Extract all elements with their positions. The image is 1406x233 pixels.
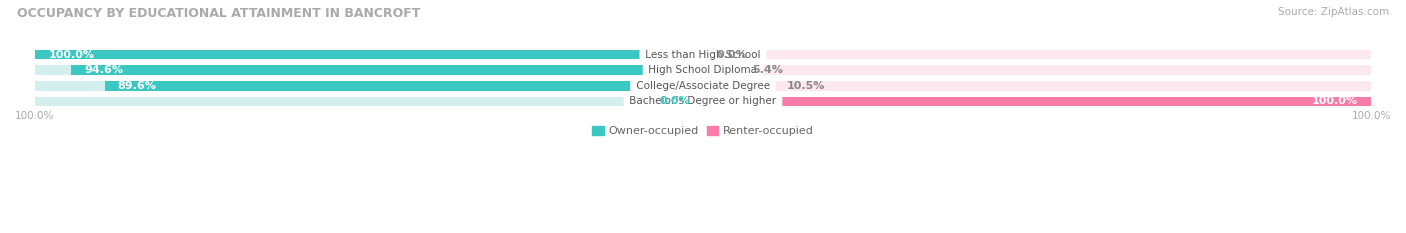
Bar <box>703 65 1371 75</box>
Text: 89.6%: 89.6% <box>118 81 156 91</box>
Text: 100.0%: 100.0% <box>48 50 94 60</box>
Legend: Owner-occupied, Renter-occupied: Owner-occupied, Renter-occupied <box>588 121 818 140</box>
Text: 5.4%: 5.4% <box>752 65 783 75</box>
Bar <box>703 81 1371 91</box>
Text: Bachelor’s Degree or higher: Bachelor’s Degree or higher <box>626 96 780 106</box>
Text: 10.5%: 10.5% <box>786 81 825 91</box>
Text: 0.0%: 0.0% <box>659 96 689 106</box>
Bar <box>35 97 703 106</box>
Bar <box>703 97 1371 106</box>
Bar <box>104 81 703 91</box>
Bar <box>703 65 740 75</box>
Text: College/Associate Degree: College/Associate Degree <box>633 81 773 91</box>
Text: 100.0%: 100.0% <box>15 111 55 121</box>
Bar <box>703 50 1371 59</box>
Text: 100.0%: 100.0% <box>1312 96 1358 106</box>
Text: Less than High School: Less than High School <box>643 50 763 60</box>
Bar <box>72 65 703 75</box>
Text: OCCUPANCY BY EDUCATIONAL ATTAINMENT IN BANCROFT: OCCUPANCY BY EDUCATIONAL ATTAINMENT IN B… <box>17 7 420 20</box>
Bar <box>35 81 703 91</box>
Bar <box>35 50 703 59</box>
Bar <box>703 97 1371 106</box>
Text: 94.6%: 94.6% <box>84 65 124 75</box>
Bar <box>35 50 703 59</box>
Bar <box>703 81 773 91</box>
Text: 0.0%: 0.0% <box>717 50 747 60</box>
Text: High School Diploma: High School Diploma <box>645 65 761 75</box>
Bar <box>35 65 703 75</box>
Text: Source: ZipAtlas.com: Source: ZipAtlas.com <box>1278 7 1389 17</box>
Text: 100.0%: 100.0% <box>1351 111 1391 121</box>
